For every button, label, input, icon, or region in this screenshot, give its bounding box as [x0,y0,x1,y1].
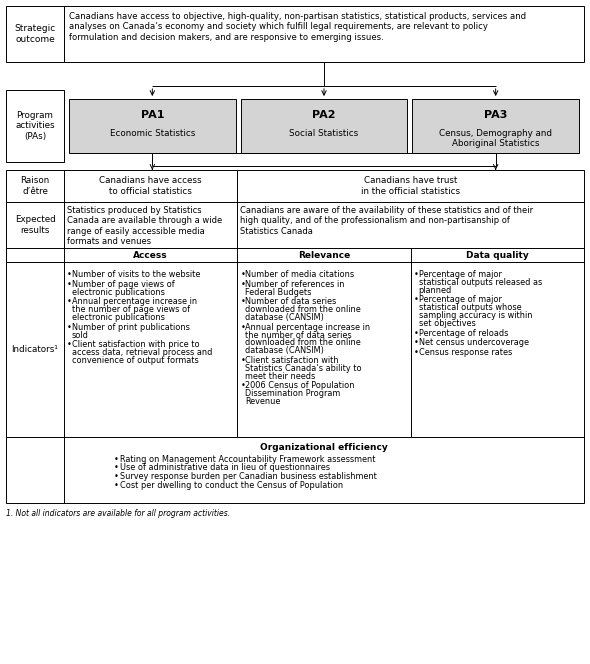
Text: •: • [240,381,245,390]
Text: Organizational efficiency: Organizational efficiency [260,443,388,452]
Text: Number of data series: Number of data series [245,297,336,306]
Text: statistical outputs released as: statistical outputs released as [419,278,542,287]
Text: database (CANSIM): database (CANSIM) [245,346,324,355]
Text: Use of administrative data in lieu of questionnaires: Use of administrative data in lieu of qu… [120,463,330,473]
Text: Dissemination Program: Dissemination Program [245,389,340,398]
Text: Relevance: Relevance [298,250,350,260]
Text: •: • [240,270,245,279]
Text: access data, retrieval process and: access data, retrieval process and [72,348,212,357]
Text: statistical outputs whose: statistical outputs whose [419,303,522,312]
Text: sold: sold [72,331,89,339]
Text: Annual percentage increase in: Annual percentage increase in [245,323,371,332]
Text: Client satisfaction with price to: Client satisfaction with price to [72,341,199,349]
Text: •: • [414,270,418,279]
Text: Access: Access [133,250,168,260]
Text: •: • [114,463,119,473]
Text: 2006 Census of Population: 2006 Census of Population [245,381,355,390]
Text: Raison
d’être: Raison d’être [21,177,50,196]
Text: •: • [67,341,72,349]
Text: Percentage of major: Percentage of major [419,270,502,279]
Text: Indicators¹: Indicators¹ [12,345,58,354]
Text: Federal Budgets: Federal Budgets [245,288,312,297]
Bar [412,99,579,153]
Text: the number of page views of: the number of page views of [72,305,190,314]
Text: downloaded from the online: downloaded from the online [245,305,361,314]
Text: Canadians are aware of the availability of these statistics and of their
high qu: Canadians are aware of the availability … [240,206,533,236]
Text: sampling accuracy is within: sampling accuracy is within [419,311,532,320]
Text: Economic Statistics: Economic Statistics [110,129,195,138]
Text: •: • [114,481,119,489]
Text: •: • [414,329,418,337]
Text: •: • [240,356,245,365]
Bar [64,6,584,62]
Text: Client satisfaction with: Client satisfaction with [245,356,339,365]
Text: electronic publications: electronic publications [72,288,165,297]
Text: Number of media citations: Number of media citations [245,270,355,279]
Text: •: • [414,348,418,357]
Text: •: • [67,323,72,332]
Text: •: • [240,297,245,306]
Text: •: • [114,472,119,481]
Text: Number of references in: Number of references in [245,280,345,289]
Text: set objectives: set objectives [419,319,476,328]
Text: Revenue: Revenue [245,397,281,406]
Text: Number of visits to the website: Number of visits to the website [72,270,201,279]
Text: •: • [67,297,72,306]
Text: Net census undercoverage: Net census undercoverage [419,339,529,347]
Text: •: • [240,323,245,332]
Text: Data quality: Data quality [466,250,529,260]
Text: Percentage of reloads: Percentage of reloads [419,329,508,337]
Text: •: • [114,455,119,464]
Text: Program
activities
(PAs): Program activities (PAs) [15,111,55,141]
Text: •: • [414,339,418,347]
Bar [6,90,64,162]
Text: •: • [240,280,245,289]
Text: Annual percentage increase in: Annual percentage increase in [72,297,197,306]
Text: Number of print publications: Number of print publications [72,323,190,332]
Text: Statistics Canada’s ability to: Statistics Canada’s ability to [245,364,362,373]
Text: convenience of output formats: convenience of output formats [72,356,199,365]
Text: PA3: PA3 [484,110,507,120]
Text: Canadians have access to objective, high-quality, non-partisan statistics, stati: Canadians have access to objective, high… [69,12,526,42]
Text: •: • [67,270,72,279]
Text: Statistics produced by Statistics
Canada are available through a wide
range of e: Statistics produced by Statistics Canada… [67,206,222,246]
Bar [6,6,64,62]
Text: electronic publications: electronic publications [72,313,165,322]
Text: Survey response burden per Canadian business establishment: Survey response burden per Canadian busi… [120,472,377,481]
Text: PA2: PA2 [312,110,336,120]
Text: •: • [414,295,418,304]
Bar [69,99,235,153]
Text: Number of page views of: Number of page views of [72,280,175,289]
Text: database (CANSIM): database (CANSIM) [245,313,324,322]
Text: Social Statistics: Social Statistics [289,129,359,138]
Text: Expected
results: Expected results [15,215,55,234]
Text: planned: planned [419,286,452,295]
Text: meet their needs: meet their needs [245,372,316,380]
Text: Census, Demography and
Aboriginal Statistics: Census, Demography and Aboriginal Statis… [439,129,552,148]
Bar [241,99,407,153]
Text: Census response rates: Census response rates [419,348,512,357]
Text: Canadians have trust
in the official statistics: Canadians have trust in the official sta… [361,177,460,196]
Text: •: • [67,280,72,289]
Bar [6,170,584,503]
Text: downloaded from the online: downloaded from the online [245,339,361,347]
Text: Strategic
outcome: Strategic outcome [14,25,55,44]
Text: Canadians have access
to official statistics: Canadians have access to official statis… [99,177,202,196]
Text: Rating on Management Accountability Framework assessment: Rating on Management Accountability Fram… [120,455,375,464]
Text: PA1: PA1 [140,110,164,120]
Text: Percentage of major: Percentage of major [419,295,502,304]
Text: 1. Not all indicators are available for all program activities.: 1. Not all indicators are available for … [6,509,230,518]
Text: Cost per dwelling to conduct the Census of Population: Cost per dwelling to conduct the Census … [120,481,343,489]
Text: the number of data series: the number of data series [245,331,352,339]
